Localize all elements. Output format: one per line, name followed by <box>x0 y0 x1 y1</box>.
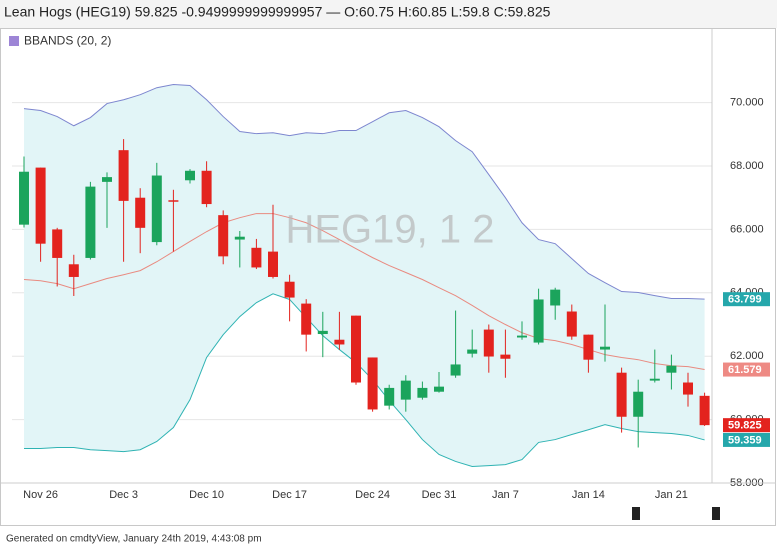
candle-body <box>666 365 677 373</box>
x-tick-label: Dec 31 <box>422 489 457 501</box>
candle-body <box>699 395 710 426</box>
candle-body <box>151 175 162 243</box>
candle-body <box>135 197 146 228</box>
band-line <box>23 84 705 300</box>
event-icon <box>712 507 720 520</box>
header-bar <box>0 0 777 28</box>
candle-body <box>85 186 96 258</box>
candle-body <box>185 170 195 181</box>
candle-body <box>218 215 229 257</box>
last-value-box <box>723 432 770 447</box>
y-tick-label: 62.000 <box>730 350 764 362</box>
candle-body <box>384 387 395 406</box>
candle-body <box>351 315 361 383</box>
candle-body <box>35 167 46 244</box>
candle-body <box>517 335 527 338</box>
x-tick-label: Dec 17 <box>272 489 307 501</box>
legend-label: BBANDS (20, 2) <box>24 34 111 48</box>
candle-body <box>633 391 644 417</box>
y-tick-label: 70.000 <box>730 97 764 109</box>
candle-body <box>251 247 262 268</box>
candle-body <box>683 382 693 395</box>
x-tick-label: Jan 7 <box>492 489 519 501</box>
candle-body <box>19 171 29 225</box>
candle-body <box>467 349 478 354</box>
candle-body <box>301 303 312 335</box>
candle-body <box>317 330 328 335</box>
y-tick-label: 68.000 <box>730 160 764 172</box>
last-value-box <box>723 362 770 377</box>
candle-body <box>400 380 411 400</box>
last-value-box <box>723 418 770 433</box>
candle-body <box>434 386 444 392</box>
candle-body <box>649 378 660 381</box>
candle-body <box>102 177 112 182</box>
last-value-label: 63.799 <box>728 294 762 306</box>
candle-body <box>550 289 561 306</box>
event-icon <box>632 507 640 520</box>
candle-body <box>367 357 378 410</box>
x-tick-label: Dec 10 <box>189 489 224 501</box>
candle-body <box>583 334 594 360</box>
candle-body <box>334 339 345 345</box>
last-value-label: 59.359 <box>728 434 762 446</box>
candle-body <box>600 346 610 350</box>
candle-body <box>68 264 79 277</box>
candle-body <box>118 150 129 201</box>
candle-body <box>533 299 544 343</box>
candle-body <box>284 281 295 298</box>
candle-body <box>234 236 245 240</box>
candle-body <box>500 354 511 359</box>
candle-body <box>268 251 278 277</box>
x-tick-label: Dec 24 <box>355 489 390 501</box>
candle-body <box>566 311 577 337</box>
candle-body <box>616 372 627 417</box>
band-line <box>24 293 705 468</box>
last-value-label: 59.825 <box>728 420 762 432</box>
candle-body <box>52 229 63 258</box>
footer: Generated on cmdtyView, January 24th 201… <box>6 534 262 545</box>
x-tick-label: Jan 21 <box>655 489 688 501</box>
chart-title: Lean Hogs (HEG19) 59.825 -0.949999999999… <box>4 4 551 20</box>
candle-body <box>417 387 428 398</box>
candle-body <box>483 329 494 357</box>
last-value-box <box>723 292 770 307</box>
candle-body <box>168 200 179 202</box>
watermark: HEG19, 1 2 <box>285 208 494 252</box>
candle-body <box>201 170 212 205</box>
last-value-label: 61.579 <box>728 364 762 376</box>
x-tick-label: Dec 3 <box>109 489 138 501</box>
candle-body <box>450 364 461 376</box>
y-tick-label: 66.000 <box>730 223 764 235</box>
x-tick-label: Jan 14 <box>572 489 605 501</box>
legend-swatch <box>9 36 19 46</box>
x-tick-label: Nov 26 <box>23 489 58 501</box>
